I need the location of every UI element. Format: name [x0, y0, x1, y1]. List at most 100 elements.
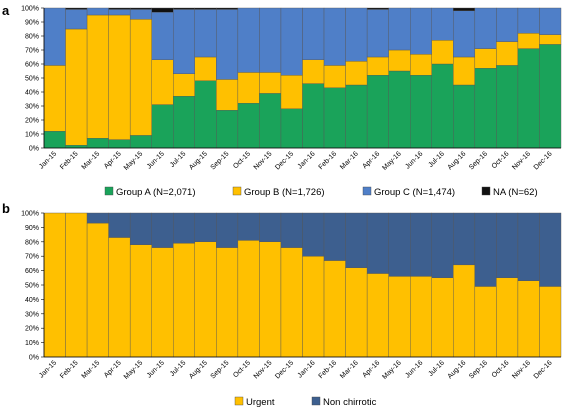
bar-3-oct-15	[237, 7, 260, 73]
y-tick-label: 80%	[25, 239, 39, 246]
bar-2-dec-16	[539, 212, 562, 287]
bar-2-may-16	[388, 49, 411, 72]
x-tick-label: Oct-15	[232, 359, 252, 379]
bar-1-jun-15	[151, 247, 174, 358]
x-tick-label: Jul-16	[427, 150, 446, 169]
bar-1-oct-15	[237, 240, 260, 358]
bar-1-jul-16	[431, 277, 454, 358]
bar-2-oct-16	[496, 212, 519, 279]
x-tick-label: Feb-15	[59, 359, 80, 380]
bar-2-mar-15	[86, 14, 109, 139]
bar-1-dec-16	[539, 44, 562, 149]
bar-2-sep-16	[474, 48, 497, 69]
bar-2-jun-15	[151, 59, 174, 105]
legend-swatch	[232, 186, 242, 196]
bar-3-apr-16	[366, 9, 389, 58]
bar-1-jan-15	[43, 212, 66, 358]
legend: Group A (N=2,071) Group B (N=1,726) Group …	[104, 186, 538, 198]
legend-label: NA (N=62)	[493, 187, 538, 198]
bar-3-nov-15	[259, 7, 282, 73]
bar-3-dec-15	[280, 7, 303, 76]
bar-2-apr-16	[366, 212, 389, 274]
bar-2-dec-15	[280, 74, 303, 109]
bar-2-aug-15	[194, 56, 217, 81]
x-tick-label: Jun-15	[146, 359, 166, 379]
bar-3-sep-15	[216, 9, 239, 80]
x-tick-label: May-15	[123, 359, 145, 381]
bar-3-mar-15	[86, 7, 109, 16]
x-tick-label: Mar-16	[339, 150, 360, 171]
bar-2-jun-15	[151, 212, 174, 248]
bar-3-feb-16	[323, 7, 346, 66]
y-tick-label: 30%	[25, 311, 39, 318]
bar-3-nov-16	[517, 7, 540, 34]
bar-1-apr-16	[366, 74, 389, 149]
bar-1-may-15	[129, 135, 152, 149]
x-tick-label: Jul-15	[169, 150, 188, 169]
bar-1-sep-15	[216, 247, 239, 358]
x-tick-label: Oct-16	[491, 359, 511, 379]
bar-2-aug-15	[194, 212, 217, 242]
x-tick-label: Dec-16	[533, 150, 554, 171]
y-tick-label: 30%	[25, 104, 39, 111]
bar-1-jan-16	[302, 256, 325, 358]
y-tick-label: 20%	[25, 118, 39, 125]
bar-2-jun-16	[410, 54, 432, 76]
bar-2-aug-16	[453, 212, 476, 266]
x-tick-label: Jan-16	[297, 150, 317, 170]
bar-2-dec-15	[280, 212, 303, 248]
x-tick-label: Mar-15	[81, 150, 102, 171]
x-tick-label: Jun-15	[146, 150, 166, 170]
y-tick-label: 100%	[21, 6, 39, 13]
legend-swatch	[362, 186, 372, 196]
bar-1-aug-15	[194, 80, 217, 149]
bar-2-jul-16	[431, 212, 454, 279]
bar-2-sep-15	[216, 212, 239, 248]
y-tick-label: 10%	[25, 132, 39, 139]
bar-3-feb-15	[65, 9, 88, 30]
bar-1-jan-15	[43, 130, 66, 149]
bar-2-may-15	[129, 212, 152, 245]
bar-2-jul-15	[173, 73, 195, 97]
y-tick-label: 80%	[25, 34, 39, 41]
bar-2-oct-15	[237, 72, 260, 104]
bar-1-aug-16	[453, 84, 476, 149]
bar-2-nov-16	[517, 212, 540, 281]
bar-1-nov-15	[259, 241, 282, 358]
bar-1-may-16	[388, 276, 411, 358]
bar-2-jul-16	[431, 40, 454, 65]
x-tick-label: Dec-15	[274, 150, 295, 171]
bar-3-jul-16	[431, 7, 454, 41]
y-tick-label: 10%	[25, 340, 39, 347]
y-tick-label: 90%	[25, 20, 39, 27]
bar-2-nov-15	[259, 72, 282, 94]
bar-2-dec-16	[539, 34, 562, 45]
x-tick-label: Feb-15	[59, 150, 80, 171]
bar-4-sep-15	[216, 7, 239, 10]
bar-3-aug-16	[453, 10, 476, 58]
bar-2-oct-16	[496, 41, 519, 66]
y-tick-label: 0%	[29, 355, 39, 362]
bar-2-apr-15	[108, 14, 131, 140]
x-tick-label: May-15	[123, 150, 145, 172]
bar-2-nov-15	[259, 212, 282, 242]
bar-2-feb-16	[323, 65, 346, 89]
x-tick-label: Jun-16	[404, 150, 424, 170]
x-tick-label: Jul-15	[169, 359, 188, 378]
bar-2-jan-16	[302, 212, 325, 257]
legend-label: Group B (N=1,726)	[244, 187, 325, 198]
bar-3-jul-15	[173, 9, 195, 75]
x-tick-label: Mar-15	[81, 359, 102, 380]
bar-1-apr-15	[108, 139, 131, 149]
y-tick-label: 60%	[25, 62, 39, 69]
x-tick-label: Jan-15	[38, 359, 58, 379]
x-tick-label: Apr-16	[362, 150, 382, 170]
bar-2-jan-15	[43, 65, 66, 132]
bar-1-feb-16	[323, 260, 346, 358]
bar-4-aug-16	[453, 7, 476, 11]
bar-1-jul-15	[173, 243, 195, 358]
y-tick-label: 90%	[25, 225, 39, 232]
bar-2-sep-15	[216, 79, 239, 111]
x-tick-label: Apr-16	[362, 359, 382, 379]
bar-3-oct-16	[496, 7, 519, 42]
